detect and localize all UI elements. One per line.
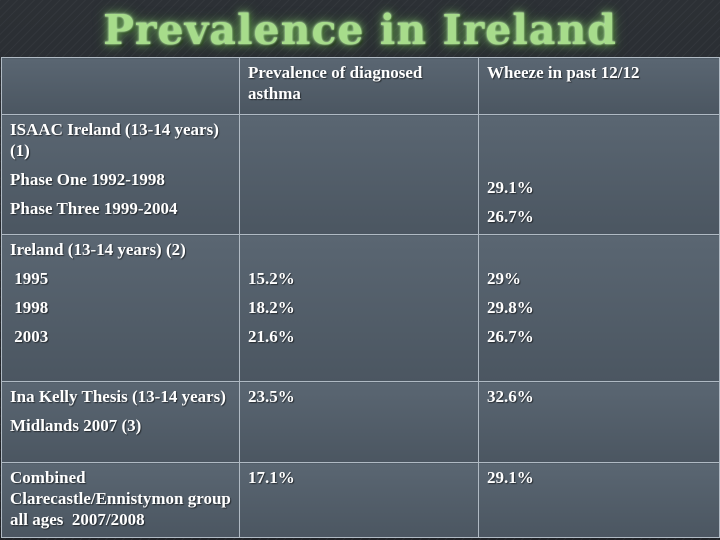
row-label-line: Phase One 1992-1998 (10, 170, 165, 189)
header-cell-empty (1, 57, 240, 115)
row-label-cell: Combined Clarecastle/Ennistymon group al… (1, 462, 240, 538)
row-label-line: Phase Three 1999-2004 (10, 199, 178, 218)
asthma-value: 15.2% (248, 269, 295, 288)
row-label-cell: Ireland (13-14 years) (2) 1995 1998 2003 (1, 234, 240, 382)
wheeze-value: 29.1% (487, 178, 534, 197)
row-label-line: Midlands 2007 (3) (10, 416, 142, 435)
wheeze-cell: 29.1% 26.7% (478, 114, 720, 235)
asthma-cell: 23.5% (239, 381, 479, 463)
row-label-line: ISAAC Ireland (13-14 years) (1) (10, 120, 219, 160)
wheeze-value: 26.7% (487, 327, 534, 346)
asthma-value: 21.6% (248, 327, 295, 346)
table-row: Ireland (13-14 years) (2) 1995 1998 2003… (1, 234, 720, 382)
cell-spacer (248, 239, 471, 260)
row-label-line: 1995 (10, 269, 49, 288)
asthma-cell (239, 114, 479, 235)
row-label-cell: ISAAC Ireland (13-14 years) (1) Phase On… (1, 114, 240, 235)
wheeze-cell: 29.1% (478, 462, 720, 538)
wheeze-value: 29% (487, 269, 521, 288)
asthma-value: 23.5% (248, 387, 295, 406)
row-label-line: Ina Kelly Thesis (13-14 years) (10, 387, 226, 406)
asthma-cell: 17.1% (239, 462, 479, 538)
cell-spacer (487, 239, 712, 260)
cell-spacer (487, 119, 712, 177)
table-row: ISAAC Ireland (13-14 years) (1) Phase On… (1, 114, 720, 235)
wheeze-cell: 32.6% (478, 381, 720, 463)
row-label-line: 1998 (10, 298, 49, 317)
row-label-line: Combined Clarecastle/Ennistymon group al… (10, 468, 236, 529)
header-cell-asthma: Prevalence of diagnosed asthma (239, 57, 479, 115)
wheeze-value: 29.1% (487, 468, 534, 487)
row-label-line: 2003 (10, 327, 49, 346)
asthma-value: 18.2% (248, 298, 295, 317)
asthma-value: 17.1% (248, 468, 295, 487)
wheeze-cell: 29% 29.8% 26.7% (478, 234, 720, 382)
table-header-row: Prevalence of diagnosed asthma Wheeze in… (1, 57, 720, 115)
table-row: Combined Clarecastle/Ennistymon group al… (1, 462, 720, 538)
row-label-line: Ireland (13-14 years) (2) (10, 240, 186, 259)
wheeze-value: 26.7% (487, 207, 534, 226)
slide-title: Prevalence in Ireland (103, 6, 617, 54)
header-cell-wheeze: Wheeze in past 12/12 (478, 57, 720, 115)
asthma-cell: 15.2% 18.2% 21.6% (239, 234, 479, 382)
wheeze-value: 29.8% (487, 298, 534, 317)
table-row: Ina Kelly Thesis (13-14 years) Midlands … (1, 381, 720, 463)
wheeze-value: 32.6% (487, 387, 534, 406)
prevalence-table: Prevalence of diagnosed asthma Wheeze in… (1, 57, 720, 538)
row-label-cell: Ina Kelly Thesis (13-14 years) Midlands … (1, 381, 240, 463)
